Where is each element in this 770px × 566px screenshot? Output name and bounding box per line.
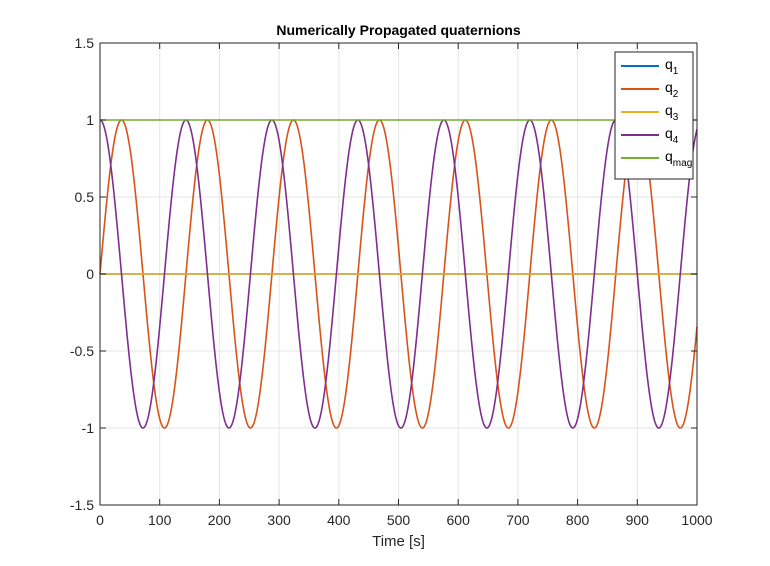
x-tick-label: 300 [267,512,291,528]
series-lines [99,119,698,429]
x-axis-label: Time [s] [372,533,425,550]
series-line-q2 [99,119,698,429]
x-tick-label: 0 [96,512,104,528]
chart-title: Numerically Propagated quaternions [276,22,520,38]
x-tick-label: 700 [506,512,530,528]
x-tick-label: 500 [387,512,411,528]
x-tick-label: 600 [447,512,471,528]
y-tick-label: -0.5 [70,343,94,359]
axis-ticks: 0 100 200 300 400 500 600 700 800 900 1000 -1.5 -1 -0… [70,35,713,528]
x-tick-label: 1000 [681,512,712,528]
y-tick-label: 1 [86,112,94,128]
y-tick-label: -1 [82,420,95,436]
y-tick-label: 0.5 [75,189,95,205]
x-tick-label: 900 [626,512,650,528]
series-line-q4 [99,119,698,429]
x-tick-label: 200 [208,512,232,528]
x-tick-label: 800 [566,512,590,528]
y-tick-label: 0 [86,266,94,282]
y-tick-label: -1.5 [70,497,94,513]
x-tick-label: 400 [327,512,351,528]
x-tick-label: 100 [148,512,172,528]
y-tick-label: 1.5 [75,35,95,51]
